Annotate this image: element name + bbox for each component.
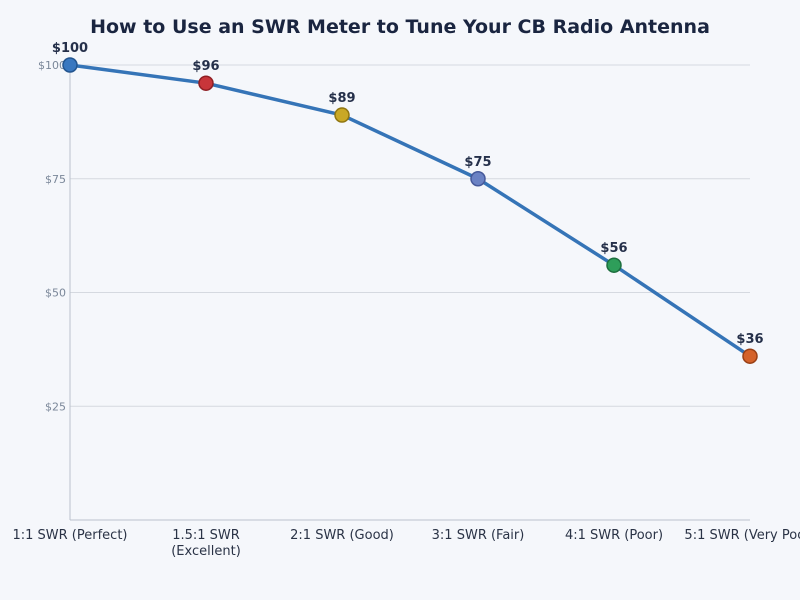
x-tick-label: 1:1 SWR (Perfect) xyxy=(12,528,127,543)
x-tick-label: 1.5:1 SWR (Excellent) xyxy=(171,528,241,559)
x-tick-label: 4:1 SWR (Poor) xyxy=(565,528,663,543)
chart-title: How to Use an SWR Meter to Tune Your CB … xyxy=(90,16,710,38)
data-label: $100 xyxy=(52,41,88,56)
data-point xyxy=(334,107,350,123)
data-point xyxy=(470,171,486,187)
data-point xyxy=(62,57,78,73)
data-label: $36 xyxy=(736,332,763,347)
data-label: $56 xyxy=(600,241,627,256)
series-line xyxy=(69,63,751,358)
x-tick-label: 3:1 SWR (Fair) xyxy=(432,528,525,543)
x-tick-label: 2:1 SWR (Good) xyxy=(290,528,394,543)
y-tick-label: $75 xyxy=(45,173,66,186)
y-tick-label: $100 xyxy=(38,59,66,72)
data-point xyxy=(198,75,214,91)
data-point xyxy=(742,348,758,364)
data-point xyxy=(606,257,622,273)
x-tick-label: 5:1 SWR (Very Poor) xyxy=(684,528,800,543)
data-label: $96 xyxy=(192,59,219,74)
y-tick-label: $50 xyxy=(45,287,66,300)
y-tick-label: $25 xyxy=(45,400,66,413)
data-label: $89 xyxy=(328,91,355,106)
data-label: $75 xyxy=(464,155,491,170)
